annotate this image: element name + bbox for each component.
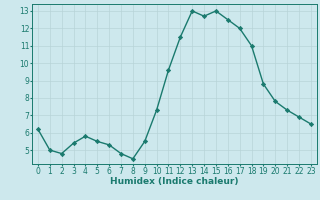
- X-axis label: Humidex (Indice chaleur): Humidex (Indice chaleur): [110, 177, 239, 186]
